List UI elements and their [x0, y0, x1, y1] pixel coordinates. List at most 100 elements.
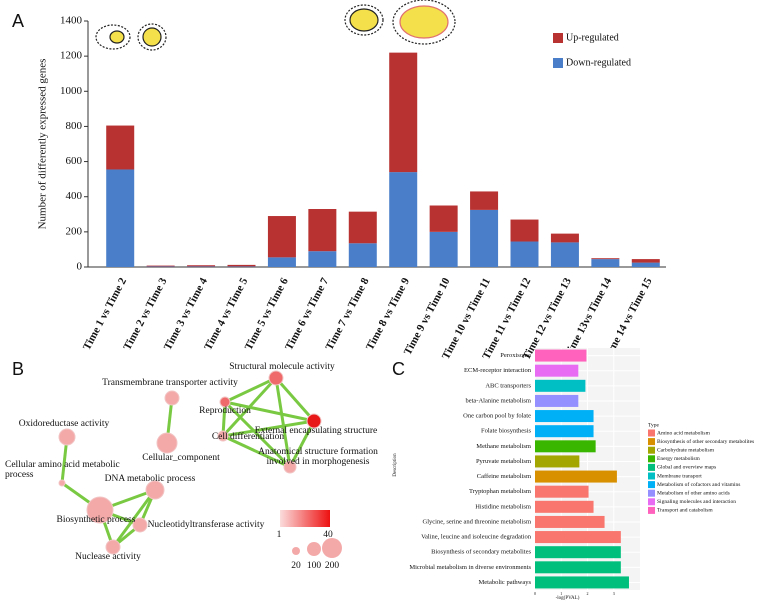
legend-label: Biosynthesis of other secondary metaboli… [657, 438, 754, 445]
legend-label: Carbohydrate metabolism [657, 447, 715, 453]
color-scale-label: 40 [323, 530, 333, 540]
legend-label: Metabolism of other amino acids [657, 489, 730, 496]
node [268, 370, 284, 386]
legend-swatch [648, 438, 655, 446]
node-label: External encapsulating structure [255, 426, 377, 436]
legend-swatch [553, 33, 563, 43]
node [217, 430, 229, 442]
y-tick-label: 600 [66, 155, 83, 167]
legend-label: Signaling molecules and interaction [657, 499, 736, 505]
x-tick-label: 3 [613, 591, 615, 596]
x-axis-title: -log(PVAL) [556, 596, 580, 601]
edge [274, 377, 292, 468]
bar-segment [187, 266, 216, 267]
edge [288, 420, 316, 468]
bar-segment [348, 243, 377, 267]
size-legend-label: 200 [325, 561, 340, 571]
color-scale [280, 510, 330, 527]
node [58, 428, 76, 446]
legend-swatch [553, 58, 563, 68]
node [156, 432, 178, 454]
x-tick-label: Time 4 vs Time 5 [202, 276, 250, 353]
bar [535, 410, 594, 423]
size-legend [322, 538, 342, 558]
bar-segment [429, 231, 458, 267]
node [86, 496, 114, 524]
edge [274, 377, 316, 422]
bar [535, 470, 617, 483]
y-tick-label: 400 [66, 190, 83, 202]
size-legend [307, 542, 321, 556]
node-label: process [5, 470, 34, 480]
x-tick-label: Time 6 vs Time 7 [283, 276, 331, 353]
y-tick-label: Tryptophan metabolism [469, 488, 531, 495]
bar [535, 440, 596, 453]
bar-segment [631, 262, 660, 267]
legend-label: Up-regulated [566, 32, 619, 43]
bar [535, 349, 587, 362]
bar-segment [510, 241, 539, 267]
legend-label: Energy metabolism [657, 456, 701, 462]
bar-segment [106, 125, 135, 170]
cell-icons [95, 0, 456, 51]
node-label: Cellular amino acid metabolic [5, 460, 120, 470]
node-label: Transmembrane transporter activity [102, 378, 238, 388]
legend-swatch [648, 506, 655, 514]
bar-segment [429, 205, 458, 232]
bar-segment [591, 258, 620, 260]
x-tick-label: 2 [587, 591, 589, 596]
bar-segment [389, 52, 418, 173]
bar [535, 576, 629, 589]
y-tick-label: Biosynthesis of secondary metabolites [431, 549, 531, 556]
y-axis-title: Number of differently expressed genes [37, 59, 49, 230]
node [283, 460, 297, 474]
x-tick-label: Time 1 vs Time 2 [81, 276, 129, 353]
legend-swatch [648, 429, 655, 437]
bar [535, 364, 579, 377]
bar [535, 531, 621, 544]
bar [535, 515, 605, 528]
edge [111, 489, 157, 548]
y-tick-label: beta-Alanine metabolism [465, 397, 531, 404]
bar [535, 500, 594, 513]
bar-segment [267, 257, 296, 267]
legend-title: Type [648, 422, 659, 428]
legend-label: Metabolism of cofactors and vitamins [657, 481, 740, 488]
y-tick-label: Metabolic pathways [478, 579, 531, 586]
bar-segment [267, 216, 296, 258]
bar-segment [227, 264, 256, 267]
node-label: DNA metabolic process [105, 474, 196, 484]
y-tick-label: 1400 [60, 15, 83, 27]
bar-segment [389, 172, 418, 267]
bar-segment [550, 242, 579, 267]
network [58, 370, 322, 555]
bar [535, 379, 586, 392]
bar-segment [227, 266, 256, 267]
bar-segment [631, 259, 660, 263]
y-axis-title: Description [393, 453, 398, 477]
bar [535, 425, 594, 438]
legend-swatch [648, 463, 655, 471]
x-tick-label: Time 7 vs Time 8 [323, 276, 371, 353]
node-label: Structural molecule activity [229, 362, 335, 372]
bar-segment [510, 219, 539, 242]
y-tick-label: Histidine metabolism [475, 503, 531, 510]
y-tick-label: 1000 [60, 85, 83, 97]
legend-label: Down-regulated [566, 57, 631, 68]
bar-segment [308, 209, 337, 252]
node [145, 480, 165, 500]
bar-segment [591, 259, 620, 267]
size-legend [292, 547, 300, 555]
edge [224, 376, 277, 404]
y-tick-label: Pyruvate metabolism [476, 458, 531, 465]
node [58, 479, 66, 487]
panel-label: B [12, 359, 24, 379]
bar-segment [187, 265, 216, 267]
bar-segment [348, 211, 377, 244]
y-tick-label: Methane metabolism [476, 443, 531, 450]
node-label: Reproduction [199, 406, 251, 416]
y-tick-label: ABC transporters [485, 382, 531, 389]
panel-label: A [12, 11, 24, 31]
bar-segment [146, 265, 175, 267]
y-tick-label: One carbon pool by folate [463, 413, 531, 420]
